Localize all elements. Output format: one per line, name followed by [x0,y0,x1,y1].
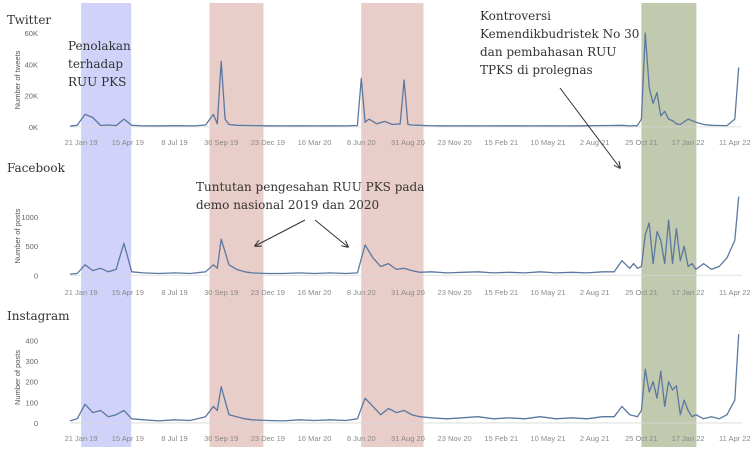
x-tick-label: 31 Aug 20 [391,288,425,297]
x-tick-label: 23 Dec 19 [251,138,285,147]
x-tick-label: 23 Nov 20 [438,138,472,147]
x-tick-label: 8 Jul 19 [161,434,187,443]
x-tick-label: 15 Apr 19 [112,288,144,297]
annotation-kontroversi-line: dan pembahasan RUU [480,45,616,59]
y-tick-label: 400 [25,336,38,345]
y-tick-label: 100 [25,398,38,407]
x-tick-label: 15 Apr 19 [112,138,144,147]
panel-title: Instagram [7,309,70,323]
x-tick-label: 17 Jan 22 [672,434,705,443]
x-tick-label: 25 Oct 21 [625,138,658,147]
x-tick-label: 16 Mar 20 [298,434,332,443]
x-tick-label: 16 Mar 20 [298,288,332,297]
y-axis-label: Number of posts [13,208,22,263]
highlight-band [81,3,132,447]
x-tick-label: 15 Apr 19 [112,434,144,443]
x-tick-label: 23 Dec 19 [251,434,285,443]
annotation-kontroversi-line: TPKS di prolegnas [480,63,593,77]
x-tick-label: 11 Apr 22 [719,288,751,297]
annotation-tuntutan-line: Tuntutan pengesahan RUU PKS pada [196,180,424,194]
y-tick-label: 200 [25,378,38,387]
annotation-penolakan-line: terhadap [68,57,123,71]
x-tick-label: 21 Jan 19 [65,138,98,147]
x-tick-label: 23 Dec 19 [251,288,285,297]
series-line [69,32,740,127]
annotation-tuntutan: Tuntutan pengesahan RUU PKS pada demo na… [196,180,428,212]
x-tick-label: 2 Aug 21 [580,138,610,147]
x-tick-label: 17 Jan 22 [672,138,705,147]
x-tick-label: 8 Jun 20 [347,288,376,297]
x-tick-label: 17 Jan 22 [672,288,705,297]
panel-title: Twitter [7,13,51,27]
x-tick-label: 30 Sep 19 [204,288,238,297]
y-tick-label: 0K [29,123,38,132]
panel-instagram: Instagram Number of posts 0 100 200 300 400 21 … [7,309,751,443]
annotation-kontroversi-line: Kontroversi [480,9,551,23]
x-tick-label: 2 Aug 21 [580,434,610,443]
x-tick-label: 11 Apr 22 [719,434,751,443]
panel-twitter: Twitter Number of tweets 0K 20K 40K 60K 21 Jan… [7,13,751,147]
x-tick-label: 15 Feb 21 [484,138,518,147]
y-tick-label: 0 [34,271,38,280]
annotation-kontroversi: Kontroversi Kemendikbudristek No 30 dan … [480,9,643,77]
panel-title: Facebook [7,161,66,175]
highlight-band [209,3,264,447]
x-tick-label: 2 Aug 21 [580,288,610,297]
y-axis-label: Number of posts [13,350,22,405]
y-tick-label: 300 [25,357,38,366]
y-tick-label: 20K [25,92,38,101]
annotation-arrow [255,219,306,246]
x-tick-label: 25 Oct 21 [625,288,658,297]
x-tick-label: 11 Apr 22 [719,138,751,147]
x-tick-label: 8 Jul 19 [161,288,187,297]
x-tick-label: 25 Oct 21 [625,434,658,443]
highlight-band [361,3,424,447]
x-tick-label: 16 Mar 20 [298,138,332,147]
x-tick-label: 21 Jan 19 [65,288,98,297]
y-tick-label: 500 [25,242,38,251]
x-tick-label: 23 Nov 20 [438,434,472,443]
x-tick-label: 15 Feb 21 [484,288,518,297]
x-tick-label: 10 May 21 [530,434,565,443]
x-tick-label: 8 Jun 20 [347,434,376,443]
x-tick-label: 31 Aug 20 [391,434,425,443]
x-tick-label: 8 Jul 19 [161,138,187,147]
x-tick-label: 31 Aug 20 [391,138,425,147]
annotation-arrow [559,87,620,168]
y-tick-label: 0 [34,419,38,428]
x-tick-label: 8 Jun 20 [347,138,376,147]
annotation-penolakan: Penolakan terhadap RUU PKS [68,39,135,89]
series-line [69,334,740,422]
y-tick-label: 1000 [21,213,38,222]
panel-facebook: Facebook Number of posts 0 500 1000 21 Jan 19… [7,161,751,297]
x-tick-label: 10 May 21 [530,138,565,147]
series-line [69,196,740,275]
x-tick-label: 10 May 21 [530,288,565,297]
annotation-kontroversi-line: Kemendikbudristek No 30 [480,27,639,41]
x-tick-label: 21 Jan 19 [65,434,98,443]
y-tick-label: 60K [25,29,38,38]
annotation-penolakan-line: RUU PKS [68,75,126,89]
x-tick-label: 23 Nov 20 [438,288,472,297]
x-tick-label: 30 Sep 19 [204,434,238,443]
y-tick-label: 40K [25,60,38,69]
x-tick-label: 15 Feb 21 [484,434,518,443]
annotation-penolakan-line: Penolakan [68,39,131,53]
x-tick-label: 30 Sep 19 [204,138,238,147]
annotation-arrow [314,219,348,247]
y-axis-label: Number of tweets [13,50,22,109]
annotation-tuntutan-line: demo nasional 2019 dan 2020 [196,198,379,212]
